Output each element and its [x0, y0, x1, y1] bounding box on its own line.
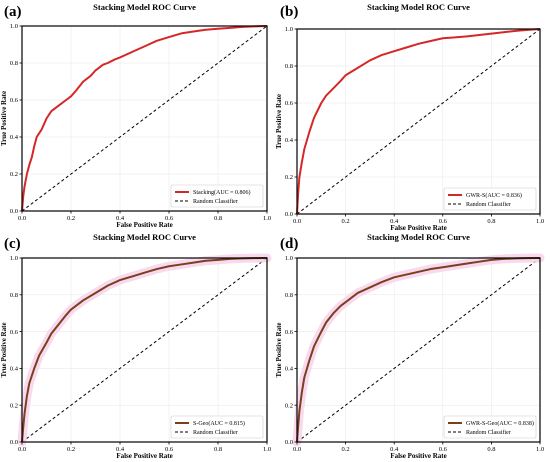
chart-title: Stacking Model ROC Curve — [367, 232, 470, 242]
roc-panel: (c) Stacking Model ROC Curve 0.0 0.2 0.4 0.6 0… — [0, 232, 272, 460]
y-tick-label: 0.2 — [285, 402, 293, 409]
x-axis-label: False Positive Rate — [116, 452, 172, 460]
random-classifier-line — [296, 257, 541, 443]
x-tick-label: 0.0 — [18, 446, 26, 453]
x-tick-label: 0.6 — [165, 215, 174, 222]
roc-curve-line — [21, 25, 268, 212]
y-tick-label: 1.0 — [10, 23, 18, 30]
plot-frame — [296, 257, 541, 443]
x-tick-label: 0.8 — [214, 215, 222, 222]
y-axis-label: True Positive Rate — [275, 94, 283, 149]
roc-curve-line — [21, 257, 268, 443]
panel-label: (a) — [4, 4, 22, 20]
x-tick-label: 0.0 — [18, 215, 26, 222]
panel-label: (d) — [280, 236, 298, 252]
legend: Stacking(AUC = 0.806) Random Classifier — [170, 184, 264, 208]
x-axis-label: False Positive Rate — [116, 221, 172, 229]
y-tick-label: 0.6 — [285, 329, 294, 336]
plot-frame — [296, 28, 541, 215]
y-axis-label: True Positive Rate — [0, 322, 8, 377]
x-tick-label: 0.4 — [116, 215, 125, 222]
plot-frame — [21, 25, 268, 212]
x-tick-label: 0.6 — [439, 218, 448, 225]
x-tick-label: 1.0 — [263, 446, 271, 453]
legend-box — [443, 187, 537, 211]
x-tick-label: 0.0 — [293, 218, 301, 225]
x-tick-label: 0.2 — [67, 446, 75, 453]
legend-entry: Random Classifier — [466, 201, 511, 208]
roc-curve-line — [296, 28, 541, 215]
y-axis-label: True Positive Rate — [0, 91, 8, 146]
legend-box — [443, 415, 537, 439]
x-tick-label: 0.4 — [390, 446, 399, 453]
roc-panel: (a) Stacking Model ROC Curve 0.0 0.2 0.4 0.6 0… — [0, 2, 271, 229]
x-tick-label: 0.8 — [487, 446, 495, 453]
legend: GWR-S(AUC = 0.836) Random Classifier — [443, 187, 537, 211]
x-axis-label: False Positive Rate — [390, 224, 446, 232]
legend: GWR-S-Geo(AUC = 0.838) Random Classifier — [443, 415, 537, 439]
x-axis-label: False Positive Rate — [390, 452, 446, 460]
chart-title: Stacking Model ROC Curve — [93, 2, 196, 12]
legend-box — [170, 415, 264, 439]
x-tick-label: 0.2 — [342, 446, 350, 453]
random-classifier-line — [296, 28, 541, 215]
x-tick-label: 1.0 — [536, 446, 544, 453]
y-tick-label: 1.0 — [285, 26, 293, 33]
roc-panel: (d) Stacking Model ROC Curve 0.0 0.2 0.4 0.6 0… — [275, 232, 545, 460]
roc-panel: (b) Stacking Model ROC Curve 0.0 0.2 0.4 0.6 0… — [275, 2, 544, 232]
y-tick-label: 0.2 — [10, 171, 18, 178]
chart-title: Stacking Model ROC Curve — [93, 232, 196, 242]
legend-entry: GWR-S-Geo(AUC = 0.838) — [466, 420, 534, 427]
legend-entry: Random Classifier — [193, 198, 238, 205]
chart-title: Stacking Model ROC Curve — [367, 2, 470, 12]
y-tick-label: 0.6 — [10, 329, 19, 336]
x-tick-label: 0.2 — [342, 218, 350, 225]
x-tick-label: 1.0 — [263, 215, 271, 222]
y-tick-label: 0.4 — [285, 366, 294, 373]
y-tick-label: 0.0 — [10, 439, 18, 446]
y-tick-label: 0.0 — [285, 439, 293, 446]
x-tick-label: 1.0 — [536, 218, 544, 225]
y-tick-label: 0.4 — [10, 366, 19, 373]
y-tick-label: 0.2 — [285, 174, 293, 181]
y-tick-label: 1.0 — [10, 255, 18, 262]
y-axis-label: True Positive Rate — [275, 322, 283, 377]
legend-entry: Random Classifier — [466, 429, 511, 436]
legend-entry: S-Geo(AUC = 0.815) — [193, 420, 245, 427]
x-tick-label: 0.2 — [67, 215, 75, 222]
legend: S-Geo(AUC = 0.815) Random Classifier — [170, 415, 264, 439]
x-tick-label: 0.6 — [439, 446, 448, 453]
x-tick-label: 0.4 — [390, 218, 399, 225]
random-classifier-line — [21, 25, 268, 212]
y-tick-label: 0.4 — [285, 137, 294, 144]
y-tick-label: 0.8 — [10, 292, 18, 299]
y-tick-label: 1.0 — [285, 255, 293, 262]
legend-entry: Stacking(AUC = 0.806) — [193, 189, 251, 196]
legend-entry: Random Classifier — [193, 429, 238, 436]
x-tick-label: 0.0 — [293, 446, 301, 453]
random-classifier-line — [21, 257, 268, 443]
y-tick-label: 0.6 — [285, 100, 294, 107]
x-tick-label: 0.8 — [487, 218, 495, 225]
x-tick-label: 0.6 — [165, 446, 174, 453]
y-tick-label: 0.8 — [10, 60, 18, 67]
legend-box — [170, 184, 264, 208]
y-tick-label: 0.6 — [10, 97, 19, 104]
y-tick-label: 0.4 — [10, 134, 19, 141]
roc-curve-line — [296, 257, 541, 443]
y-tick-label: 0.0 — [10, 208, 18, 215]
y-tick-label: 0.2 — [10, 402, 18, 409]
panel-label: (b) — [280, 4, 298, 20]
x-tick-label: 0.4 — [116, 446, 125, 453]
plot-frame — [21, 257, 268, 443]
y-tick-label: 0.8 — [285, 63, 293, 70]
y-tick-label: 0.8 — [285, 292, 293, 299]
panel-label: (c) — [4, 236, 21, 252]
x-tick-label: 0.8 — [214, 446, 222, 453]
y-tick-label: 0.0 — [285, 211, 293, 218]
legend-entry: GWR-S(AUC = 0.836) — [466, 192, 522, 199]
